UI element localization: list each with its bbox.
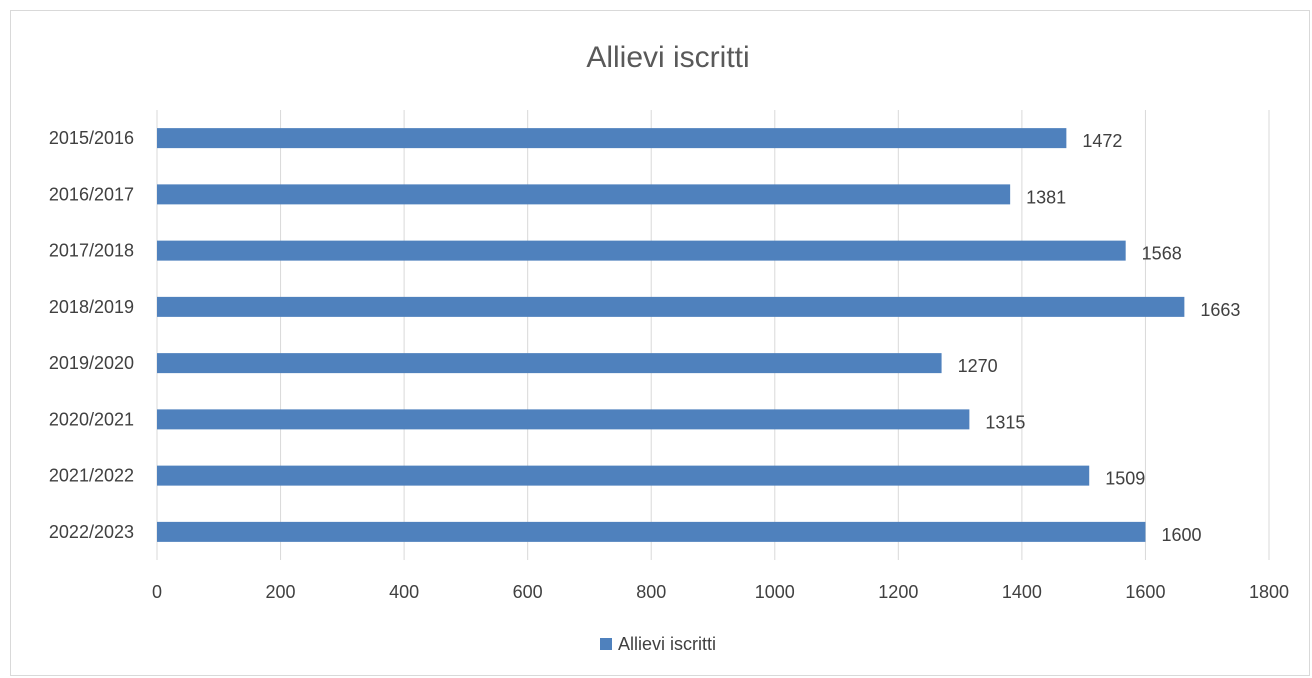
bar-2021/2022 — [157, 465, 1090, 486]
data-label: 1472 — [1082, 131, 1122, 151]
bar-2019/2020 — [157, 353, 942, 374]
x-tick-label: 1400 — [1002, 582, 1042, 602]
x-tick-label: 1200 — [878, 582, 918, 602]
x-tick-label: 1600 — [1125, 582, 1165, 602]
legend-swatch — [600, 638, 612, 650]
category-label: 2021/2022 — [49, 466, 134, 486]
category-label: 2018/2019 — [49, 297, 134, 317]
x-tick-label: 200 — [266, 582, 296, 602]
bar-2018/2019 — [157, 296, 1185, 317]
x-tick-label: 800 — [636, 582, 666, 602]
category-label: 2015/2016 — [49, 128, 134, 148]
gridlines — [156, 110, 1270, 560]
data-label: 1315 — [985, 412, 1025, 432]
legend: Allievi iscritti — [600, 634, 716, 654]
bar-2020/2021 — [157, 409, 970, 430]
bar-2022/2023 — [157, 521, 1146, 542]
x-tick-label: 0 — [152, 582, 162, 602]
x-tick-label: 1000 — [755, 582, 795, 602]
data-label: 1568 — [1142, 244, 1182, 264]
x-tick-label: 400 — [389, 582, 419, 602]
data-label: 1600 — [1161, 525, 1201, 545]
bar-2016/2017 — [157, 184, 1011, 205]
category-label: 2019/2020 — [49, 353, 134, 373]
legend-label: Allievi iscritti — [618, 634, 716, 654]
x-tick-label: 600 — [513, 582, 543, 602]
bars — [157, 128, 1185, 542]
data-labels: 1472 1381 1568 1663 1270 1315 1509 1600 — [958, 131, 1241, 545]
x-axis-ticks: 0 200 400 600 800 1000 1200 1400 1600 1800 — [152, 582, 1289, 602]
data-label: 1270 — [958, 356, 998, 376]
category-label: 2020/2021 — [49, 409, 134, 429]
bar-2015/2016 — [157, 128, 1067, 149]
bar-2017/2018 — [157, 240, 1126, 261]
category-label: 2017/2018 — [49, 241, 134, 261]
category-labels: 2015/2016 2016/2017 2017/2018 2018/2019 2019… — [49, 128, 134, 542]
category-label: 2022/2023 — [49, 522, 134, 542]
data-label: 1663 — [1200, 300, 1240, 320]
data-label: 1509 — [1105, 469, 1145, 489]
chart-frame — [10, 10, 1310, 676]
chart-title: Allievi iscritti — [586, 41, 749, 74]
category-label: 2016/2017 — [49, 184, 134, 204]
x-tick-label: 1800 — [1249, 582, 1289, 602]
data-label: 1381 — [1026, 187, 1066, 207]
